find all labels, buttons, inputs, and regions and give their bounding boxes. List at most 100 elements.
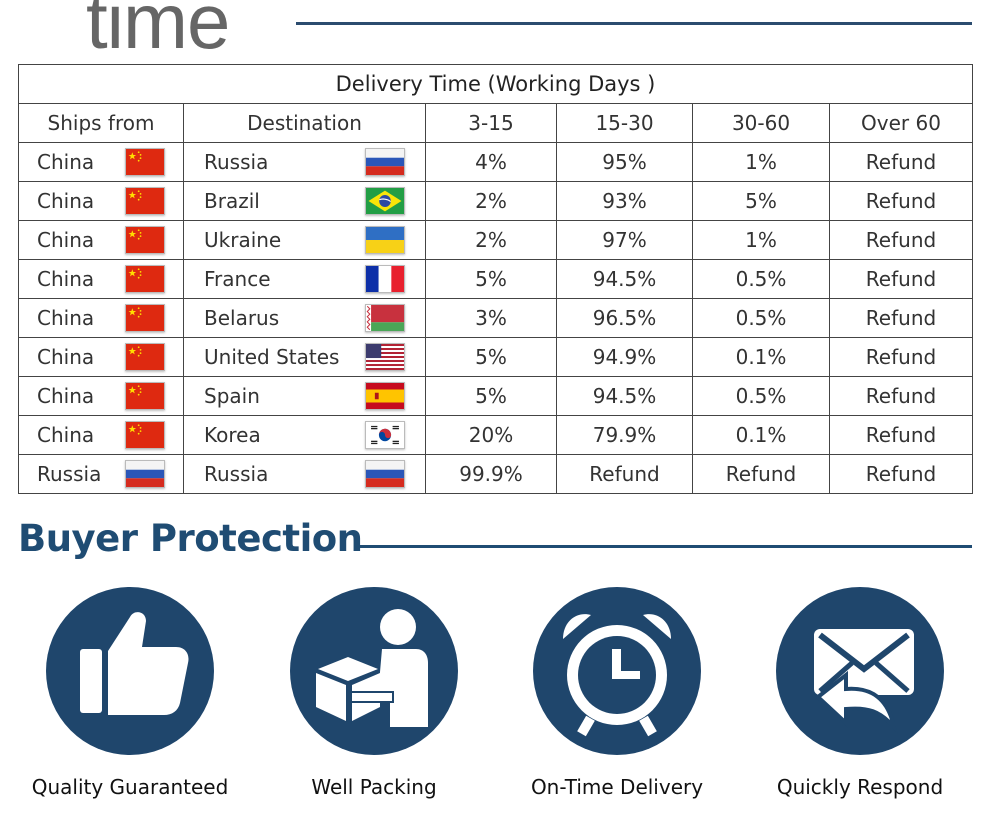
feature-label: Quality Guaranteed: [31, 775, 229, 799]
feature-label: Quickly Respond: [776, 775, 944, 799]
korea-flag-icon: [365, 421, 405, 449]
destination-text: Russia: [204, 462, 269, 486]
ukraine-flag-icon: [365, 226, 405, 254]
spain-flag-icon: [365, 382, 405, 410]
page-heading-fragment: time: [86, 0, 230, 65]
column-header-3-15: 3-15: [425, 103, 557, 143]
feature-on-time-delivery: On-Time Delivery: [497, 587, 737, 799]
china-flag-icon: [125, 265, 165, 293]
cell-15-30: 94.5%: [556, 259, 693, 299]
ships-from-text: China: [37, 345, 95, 369]
column-header-ships-from: Ships from: [18, 103, 184, 143]
russia-flag-icon: [365, 460, 405, 488]
table-row: China Spain 5% 94.5% 0.5% Refund: [18, 376, 973, 416]
usa-flag-icon: [365, 343, 405, 371]
destination-text: United States: [204, 345, 340, 369]
cell-over-60: Refund: [829, 181, 973, 221]
china-flag-icon: [125, 148, 165, 176]
cell-over-60: Refund: [829, 220, 973, 260]
china-flag-icon: [125, 343, 165, 371]
ships-from-text: China: [37, 189, 95, 213]
ships-from-text: China: [37, 228, 95, 252]
feature-label: On-Time Delivery: [530, 775, 704, 799]
cell-over-60: Refund: [829, 259, 973, 299]
cell-30-60: Refund: [692, 454, 830, 494]
china-flag-icon: [125, 382, 165, 410]
ships-from-text: China: [37, 150, 95, 174]
cell-15-30: 96.5%: [556, 298, 693, 338]
cell-over-60: Refund: [829, 337, 973, 377]
cell-over-60: Refund: [829, 298, 973, 338]
cell-15-30: 94.9%: [556, 337, 693, 377]
cell-15-30: 93%: [556, 181, 693, 221]
destination-text: Korea: [204, 423, 261, 447]
cell-30-60: 1%: [692, 142, 830, 182]
heading-rule: [296, 22, 972, 25]
destination-text: Ukraine: [204, 228, 282, 252]
cell-over-60: Refund: [829, 415, 973, 455]
feature-quality-guaranteed: Quality Guaranteed: [10, 587, 250, 799]
russia-flag-icon: [365, 148, 405, 176]
table-row: China Russia 4% 95% 1% Refund: [18, 142, 973, 182]
table-row: China France 5% 94.5% 0.5% Refund: [18, 259, 973, 299]
cell-30-60: 0.1%: [692, 415, 830, 455]
destination-text: France: [204, 267, 271, 291]
cell-30-60: 5%: [692, 181, 830, 221]
table-row: China Belarus 3% 96.5% 0.5% Refund: [18, 298, 973, 338]
cell-30-60: 0.5%: [692, 259, 830, 299]
feature-label: Well Packing: [311, 775, 437, 799]
table-row: China Korea 20% 79.9% 0.1% Refund: [18, 415, 973, 455]
buyer-protection-rule: [358, 545, 972, 548]
cell-over-60: Refund: [829, 376, 973, 416]
table-row: China Ukraine 2% 97% 1% Refund: [18, 220, 973, 260]
table-title: Delivery Time (Working Days ): [18, 64, 973, 104]
column-header-30-60: 30-60: [692, 103, 830, 143]
mail-reply-icon: [776, 587, 944, 755]
cell-3-15: 5%: [425, 259, 557, 299]
cell-15-30: 97%: [556, 220, 693, 260]
cell-3-15: 5%: [425, 376, 557, 416]
cell-3-15: 3%: [425, 298, 557, 338]
ships-from-text: Russia: [37, 462, 102, 486]
cell-over-60: Refund: [829, 142, 973, 182]
ships-from-text: China: [37, 267, 95, 291]
china-flag-icon: [125, 304, 165, 332]
feature-well-packing: Well Packing: [254, 587, 494, 799]
buyer-protection-title: Buyer Protection: [18, 517, 363, 560]
cell-3-15: 5%: [425, 337, 557, 377]
ships-from-text: China: [37, 384, 95, 408]
destination-text: Brazil: [204, 189, 260, 213]
delivery-time-table: Delivery Time (Working Days ) Ships from…: [18, 64, 973, 494]
cell-30-60: 0.5%: [692, 298, 830, 338]
feature-quickly-respond: Quickly Respond: [740, 587, 980, 799]
column-header-destination: Destination: [183, 103, 426, 143]
destination-text: Russia: [204, 150, 269, 174]
column-header-over-60: Over 60: [829, 103, 973, 143]
destination-text: Spain: [204, 384, 260, 408]
package-icon: [290, 587, 458, 755]
cell-30-60: 0.5%: [692, 376, 830, 416]
brazil-flag-icon: [365, 187, 405, 215]
cell-15-30: 79.9%: [556, 415, 693, 455]
cell-30-60: 0.1%: [692, 337, 830, 377]
cell-15-30: 94.5%: [556, 376, 693, 416]
france-flag-icon: [365, 265, 405, 293]
table-row: China Brazil 2% 93% 5% Refund: [18, 181, 973, 221]
cell-15-30: Refund: [556, 454, 693, 494]
china-flag-icon: [125, 187, 165, 215]
belarus-flag-icon: [365, 304, 405, 332]
russia-flag-icon: [125, 460, 165, 488]
cell-3-15: 4%: [425, 142, 557, 182]
china-flag-icon: [125, 226, 165, 254]
destination-text: Belarus: [204, 306, 280, 330]
cell-15-30: 95%: [556, 142, 693, 182]
cell-30-60: 1%: [692, 220, 830, 260]
cell-3-15: 99.9%: [425, 454, 557, 494]
cell-3-15: 2%: [425, 220, 557, 260]
alarm-clock-icon: [533, 587, 701, 755]
column-header-15-30: 15-30: [556, 103, 693, 143]
china-flag-icon: [125, 421, 165, 449]
ships-from-text: China: [37, 423, 95, 447]
cell-3-15: 20%: [425, 415, 557, 455]
table-row: China United States 5% 94.9% 0.1% Refund: [18, 337, 973, 377]
